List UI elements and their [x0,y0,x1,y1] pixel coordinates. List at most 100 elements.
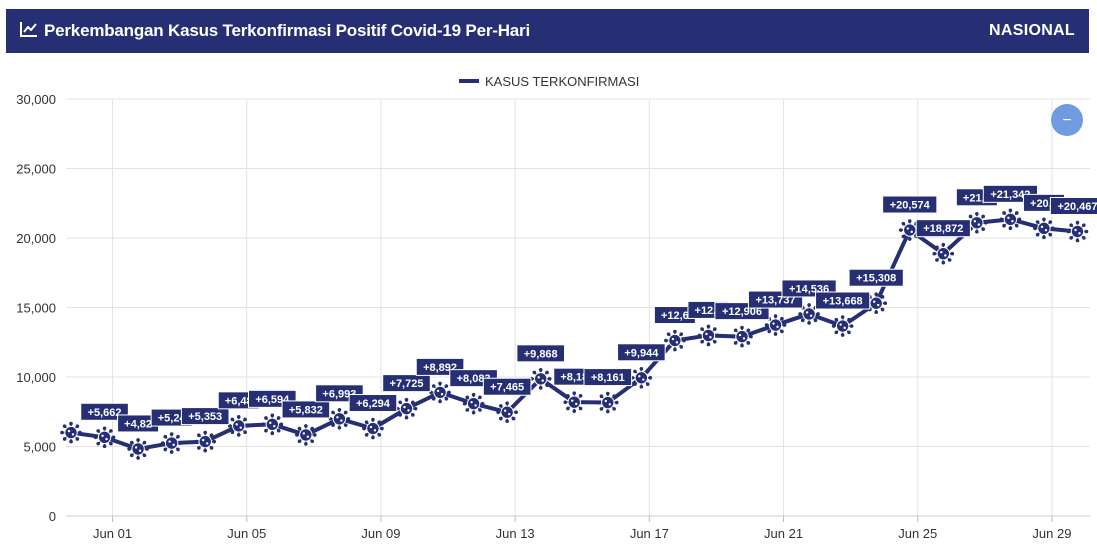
data-point-virus-icon[interactable] [697,324,720,347]
data-label: +5,353 [180,407,230,426]
data-point-virus-icon[interactable] [295,424,317,446]
data-point-virus-icon[interactable] [1066,220,1089,243]
chart-area: 0 5,000 10,000 15,000 20,000 25,000 30,000 Jun … [0,60,1097,552]
region-label[interactable]: NASIONAL [989,22,1075,39]
data-point-virus-icon[interactable] [261,413,284,436]
svg-text:+4,82: +4,82 [124,418,152,430]
x-tick-label: Jun 01 [93,526,132,541]
grid-lines [66,98,1090,517]
data-point-virus-icon[interactable] [597,391,619,414]
axes: 0 5,000 10,000 15,000 20,000 25,000 30,000 Jun … [16,92,1090,541]
svg-text:+15,308: +15,308 [856,273,896,285]
data-point-virus-icon[interactable] [496,401,518,424]
svg-text:+12,6: +12,6 [661,310,689,322]
data-labels: +5,662+4,82 +5,24 +5,353+6,48 +6,594+5,832 +… [80,184,1097,433]
data-point-virus-icon[interactable] [529,368,552,390]
data-label: +6,294 [348,394,398,413]
svg-text:+8,892: +8,892 [423,362,457,374]
data-label: +15,308 [848,268,904,287]
svg-text:+5,353: +5,353 [188,411,222,423]
svg-text:+5,832: +5,832 [289,404,323,416]
svg-text:+18,872: +18,872 [923,223,963,235]
y-tick-label: 25,000 [16,162,56,177]
svg-text:+8,083: +8,083 [457,373,491,385]
svg-text:+5,662: +5,662 [88,407,122,419]
data-point-virus-icon[interactable] [429,381,451,404]
svg-text:+5,24: +5,24 [158,413,187,425]
data-point-virus-icon[interactable] [227,415,250,437]
y-tick-label: 30,000 [16,92,56,107]
data-label: +9,868 [516,344,566,363]
data-point-virus-icon[interactable] [563,391,586,413]
data-label: +20,574 [882,195,938,214]
x-tick-label: Jun 21 [764,526,803,541]
x-tick-label: Jun 29 [1032,526,1071,541]
x-tick-label: Jun 25 [898,526,937,541]
svg-text:+8,18: +8,18 [560,372,588,384]
data-label: +8,161 [583,368,633,387]
zoom-out-button[interactable]: − [1051,104,1083,136]
x-tick-label: Jun 09 [361,526,400,541]
header-title-group: Perkembangan Kasus Terkonfirmasi Positif… [20,21,530,42]
data-label: +4,82 [117,414,160,433]
y-tick-label: 5,000 [23,440,56,455]
svg-text:+6,993: +6,993 [322,388,356,400]
data-label: +5,662 [80,402,129,421]
data-point-virus-icon[interactable] [395,397,418,420]
data-label: +13,668 [815,291,871,310]
series-kasus-terkonfirmasi [60,208,1089,460]
data-label: +5,832 [281,400,331,419]
legend[interactable]: KASUS TERKONFIRMASI [459,74,639,89]
legend-label[interactable]: KASUS TERKONFIRMASI [485,74,639,89]
data-point-virus-icon[interactable] [731,325,753,348]
chart-title: Perkembangan Kasus Terkonfirmasi Positif… [44,21,530,40]
data-point-virus-icon[interactable] [160,432,183,454]
svg-text:+7,465: +7,465 [490,382,524,394]
data-point-virus-icon[interactable] [999,208,1022,231]
svg-text:+13,668: +13,668 [823,296,863,308]
svg-text:+8,161: +8,161 [591,372,625,384]
data-point-virus-icon[interactable] [60,421,82,444]
svg-text:+6,594: +6,594 [255,394,290,406]
chart-header: Perkembangan Kasus Terkonfirmasi Positif… [6,9,1089,53]
data-label: +7,725 [382,374,431,393]
data-point-virus-icon[interactable] [630,366,653,389]
svg-text:+6,294: +6,294 [356,398,391,410]
y-tick-label: 0 [49,509,56,524]
svg-text:+9,944: +9,944 [624,347,659,359]
data-label: +7,465 [482,377,532,396]
data-point-virus-icon[interactable] [898,219,921,241]
data-point-virus-icon[interactable] [932,242,955,265]
svg-text:+20,574: +20,574 [890,200,931,212]
data-label: +20,467 [1049,197,1097,216]
minus-icon[interactable] [1051,104,1083,136]
line-chart: 0 5,000 10,000 15,000 20,000 25,000 30,000 Jun … [16,74,1097,541]
svg-text:+20,467: +20,467 [1057,201,1097,213]
data-point-virus-icon[interactable] [194,430,216,453]
x-tick-label: Jun 17 [630,526,669,541]
data-point-virus-icon[interactable] [362,417,384,440]
svg-text:+6,48: +6,48 [225,395,253,407]
x-tick-label: Jun 05 [227,526,266,541]
data-point-virus-icon[interactable] [462,392,485,415]
data-point-virus-icon[interactable] [328,407,351,430]
svg-text:+21,342: +21,342 [990,189,1030,201]
y-tick-label: 10,000 [16,370,56,385]
svg-text:+13,737: +13,737 [756,295,796,307]
x-tick-label: Jun 13 [496,526,535,541]
data-point-virus-icon[interactable] [127,438,149,460]
svg-text:+9,868: +9,868 [524,348,558,360]
svg-text:+12,906: +12,906 [722,306,762,318]
y-tick-label: 20,000 [16,231,56,246]
svg-text:+7,725: +7,725 [390,378,424,390]
y-tick-label: 15,000 [16,301,56,316]
data-point-virus-icon[interactable] [831,315,854,337]
data-point-virus-icon[interactable] [664,329,686,352]
data-point-virus-icon[interactable] [1033,217,1055,240]
data-point-virus-icon[interactable] [93,426,116,449]
data-point-virus-icon[interactable] [966,211,988,234]
data-label: +9,944 [617,343,666,362]
zoom-button-label: − [1062,112,1071,129]
line-chart-icon [20,21,38,42]
data-point-virus-icon[interactable] [764,314,787,336]
